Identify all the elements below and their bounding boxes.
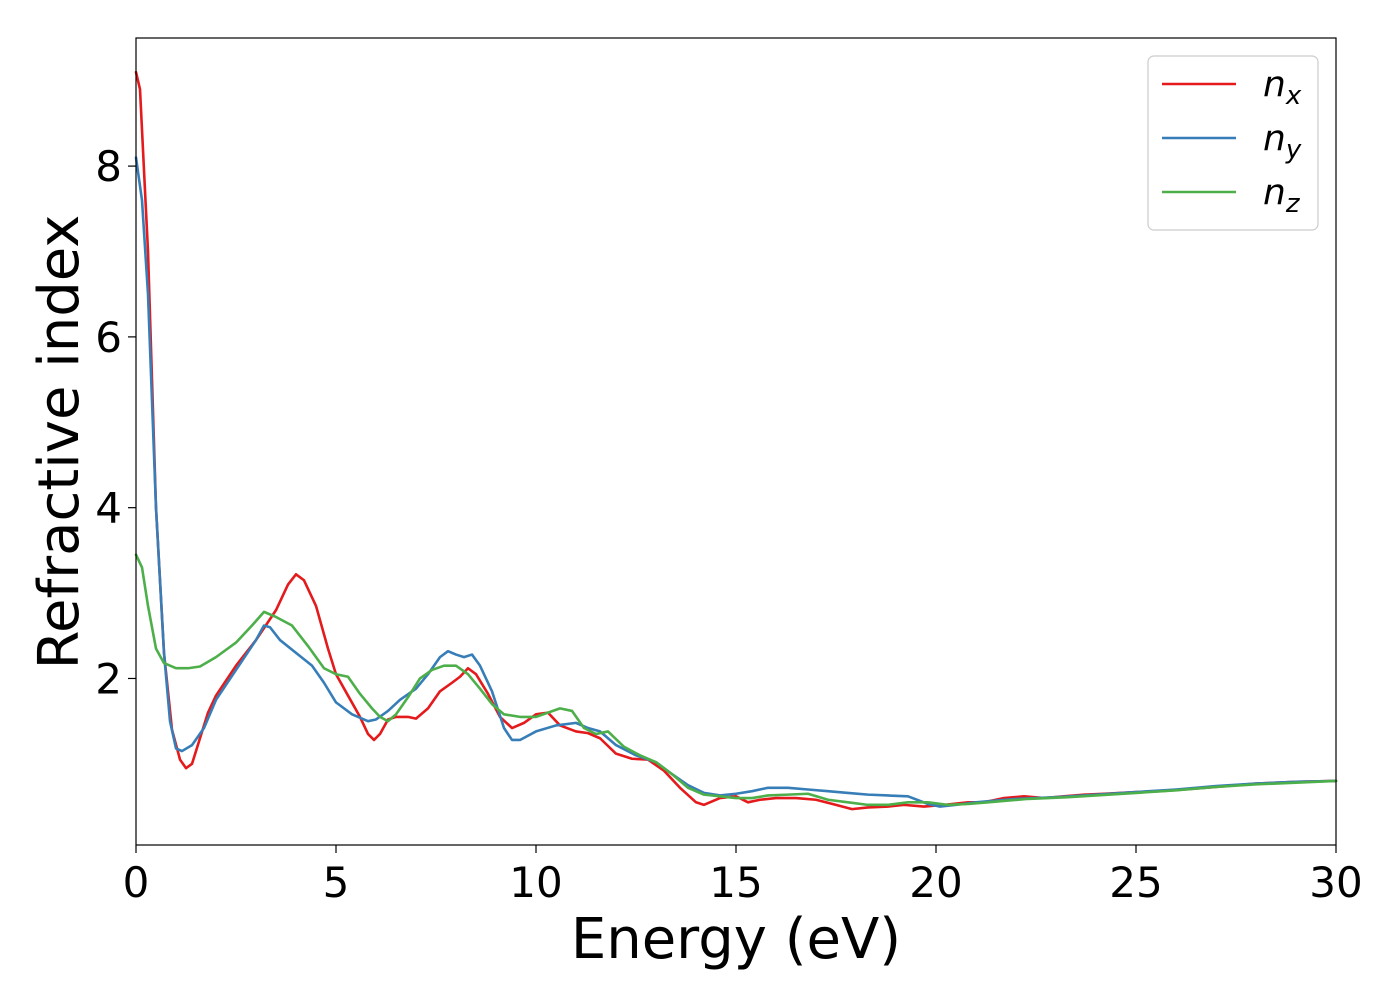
legend-label-y: ny [1263, 118, 1302, 165]
x-tick-label: 30 [1309, 858, 1362, 907]
legend-label-z: nz [1263, 172, 1301, 219]
y-tick-label: 8 [95, 142, 122, 191]
x-tick-label: 0 [123, 858, 150, 907]
y-tick-label: 4 [95, 484, 122, 533]
legend: nx ny nz [1147, 55, 1319, 231]
x-tick-label: 10 [509, 858, 562, 907]
x-axis-title: Energy (eV) [571, 907, 901, 972]
plot-area [136, 38, 1336, 845]
series-line-z [134, 553, 1338, 807]
x-tick-label: 20 [909, 858, 962, 907]
x-axis-ticks: 0 5 10 15 20 25 30 [123, 845, 1363, 907]
x-tick-label: 5 [323, 858, 350, 907]
y-tick-label: 2 [95, 654, 122, 703]
x-tick-label: 15 [709, 858, 762, 907]
y-axis-title: Refractive index [27, 215, 92, 670]
x-tick-label: 25 [1109, 858, 1162, 907]
y-tick-label: 6 [95, 313, 122, 362]
legend-label-x: nx [1263, 64, 1302, 111]
y-axis-ticks: 2 4 6 8 [95, 142, 136, 703]
legend-box [1147, 55, 1319, 231]
series-lines [134, 70, 1338, 811]
